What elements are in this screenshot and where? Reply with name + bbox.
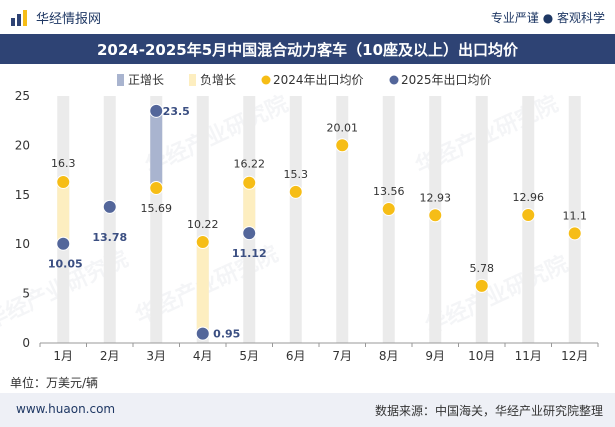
brand-name: 华经情报网	[36, 12, 102, 27]
series-2024	[56, 138, 582, 293]
column-bg	[475, 96, 488, 343]
data-label-2024: 15.3	[284, 168, 309, 181]
legend-positive-swatch	[117, 74, 124, 86]
legend-2024-swatch	[261, 75, 271, 85]
unit-label: 单位：万美元/辆	[10, 376, 99, 390]
series-2025	[56, 103, 257, 341]
y-tick-label: 0	[22, 336, 30, 350]
watermark: 华经产业研究院	[422, 251, 573, 340]
legend-positive-label: 正增长	[128, 73, 164, 87]
brand: 华经情报网	[10, 8, 101, 27]
column-bg	[289, 96, 302, 343]
column-bg	[336, 96, 349, 343]
x-tick-label: 3月	[146, 349, 166, 363]
legend-2025-label: 2025年出口均价	[401, 73, 492, 87]
data-label-2025: 13.78	[92, 231, 127, 244]
data-label-2025: 10.05	[48, 258, 83, 271]
y-axis-ticks: 0 5 10 15 20 25	[15, 89, 30, 350]
y-tick-label: 15	[15, 188, 30, 202]
data-label-2025: 23.5	[163, 105, 190, 118]
footer-url[interactable]: www.huaon.com	[16, 402, 116, 416]
data-label-2024: 16.22	[234, 158, 266, 171]
point-2024	[149, 180, 164, 195]
data-label-2024: 5.78	[470, 262, 495, 275]
y-tick-label: 20	[15, 138, 30, 152]
brand-logo-icon	[11, 9, 27, 26]
point-2025	[56, 236, 71, 251]
x-tick-label: 8月	[379, 349, 399, 363]
data-label-2024: 13.56	[373, 185, 405, 198]
data-label-2024: 20.01	[327, 121, 359, 134]
x-tick-label: 4月	[193, 349, 213, 363]
column-bg	[103, 96, 116, 343]
data-label-2024: 16.3	[51, 157, 76, 170]
legend-2024-label: 2024年出口均价	[273, 73, 364, 87]
x-tick-label: 1月	[53, 349, 73, 363]
data-label-2024: 15.69	[141, 202, 173, 215]
legend-negative-swatch	[189, 74, 196, 86]
x-tick-label: 12月	[561, 349, 588, 363]
point-2025	[195, 326, 210, 341]
point-2024	[381, 202, 396, 217]
tagline: 专业严谨 ● 客观科学	[490, 11, 605, 25]
y-tick-label: 25	[15, 89, 30, 103]
data-label-2025: 0.95	[213, 328, 240, 341]
x-tick-label: 7月	[332, 349, 352, 363]
point-2025	[242, 226, 257, 241]
legend: 正增长 负增长 2024年出口均价 2025年出口均价	[117, 73, 492, 87]
x-tick-label: 6月	[286, 349, 306, 363]
x-tick-label: 5月	[239, 349, 259, 363]
data-label-2024: 12.96	[513, 191, 545, 204]
data-labels: 16.3 10.05 13.78 15.69 23.5 10.22 0.95 16.22 11.…	[48, 105, 587, 341]
positive-growth-bar	[150, 110, 163, 188]
x-tick-label: 10月	[468, 349, 495, 363]
point-2024	[56, 174, 71, 189]
legend-2025-swatch	[389, 75, 399, 85]
data-label-2024: 12.93	[420, 191, 452, 204]
y-tick-label: 5	[22, 287, 30, 301]
data-label-2025: 11.12	[232, 247, 267, 260]
data-label-2024: 10.22	[187, 218, 219, 231]
point-2024	[335, 138, 350, 153]
legend-negative-label: 负增长	[200, 73, 236, 87]
column-bg	[568, 96, 581, 343]
top-bar: 华经情报网 专业严谨 ● 客观科学	[0, 0, 615, 34]
point-2024	[195, 235, 210, 250]
point-2024	[474, 278, 489, 293]
column-bg	[382, 96, 395, 343]
negative-growth-bar	[243, 182, 256, 234]
negative-growth-bar	[57, 181, 70, 244]
chart: 华经产业研究院华经产业研究院华经产业研究院华经产业研究院华经产业研究院 0510…	[0, 73, 599, 363]
point-2025	[102, 199, 117, 214]
point-2024	[242, 175, 257, 190]
point-2024	[428, 208, 443, 223]
point-2024	[567, 226, 582, 241]
y-tick-label: 10	[15, 237, 30, 251]
point-2024	[288, 184, 303, 199]
negative-growth-bar	[196, 242, 209, 334]
data-label-2024: 11.1	[563, 209, 588, 222]
x-tick-label: 9月	[425, 349, 445, 363]
x-tick-label: 11月	[515, 349, 542, 363]
footer: www.huaon.com 数据来源：中国海关，华经产业研究院整理	[0, 393, 615, 427]
growth-bars	[57, 110, 256, 334]
point-2024	[521, 207, 536, 222]
chart-title: 2024-2025年5月中国混合动力客车（10座及以上）出口均价	[0, 34, 615, 64]
data-source: 数据来源：中国海关，华经产业研究院整理	[374, 404, 603, 418]
x-tick-label: 2月	[100, 349, 120, 363]
point-2025	[149, 103, 164, 118]
x-axis-ticks: 1月 2月 3月 4月 5月 6月 7月 8月 9月 10月 11月 12月	[39, 343, 599, 363]
